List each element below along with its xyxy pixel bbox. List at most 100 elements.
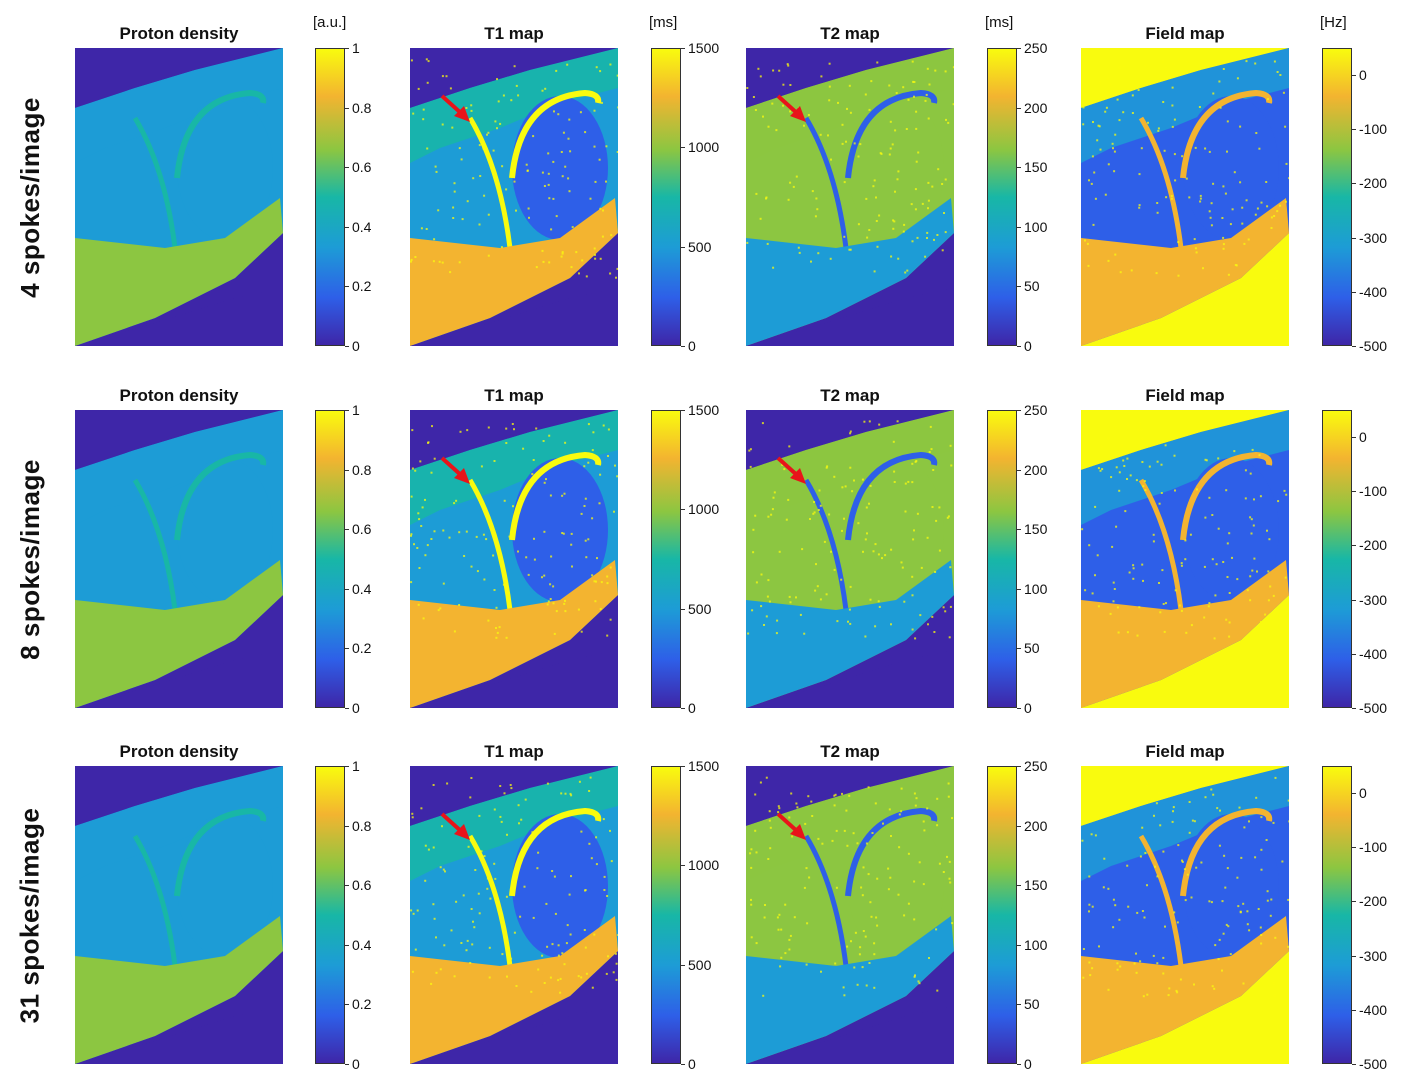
colorbar-tick-label: -500: [1359, 700, 1388, 716]
colorbar-tick-label: 0: [688, 1056, 696, 1072]
colorbar-tick-label: 100: [1024, 936, 1048, 953]
colorbar-tick-label: 0: [1024, 1056, 1032, 1072]
colorbar-tick-label: 1500: [688, 758, 720, 774]
colorbar-tickmark: [681, 865, 685, 867]
colorbar-tick-label: 50: [1024, 640, 1040, 657]
colorbar-tickmark: [1352, 237, 1356, 239]
colorbar-tick-label: 50: [1024, 996, 1040, 1013]
colorbar-tickmark: [345, 825, 349, 827]
colorbar-tickmark: [1017, 1064, 1021, 1065]
colorbar-tickmark: [1017, 825, 1021, 827]
colorbar-tick-label: 0: [1359, 784, 1367, 801]
colorbar-tickmark: [345, 529, 349, 531]
colorbar: [987, 766, 1017, 1064]
colorbar-tick-label: 1000: [688, 501, 720, 518]
colorbar-tick-label: -100: [1359, 839, 1388, 856]
pd-map-image: [75, 766, 283, 1064]
colorbar-tick-label: -400: [1359, 645, 1388, 662]
colorbar-tick-label: -300: [1359, 229, 1388, 246]
colorbar: [987, 48, 1017, 346]
colorbar-tick-label: 100: [1024, 580, 1048, 597]
colorbar-tick-label: 250: [1024, 40, 1048, 56]
colorbar-tickmark: [681, 964, 685, 966]
panel-title: Proton density: [119, 24, 239, 43]
colorbar-tickmark: [1017, 1004, 1021, 1006]
colorbar-tick-label: 500: [688, 600, 712, 617]
colorbar-tick-label: 50: [1024, 278, 1040, 295]
colorbar-tickmark: [681, 766, 685, 767]
colorbar-tickmark: [1017, 885, 1021, 887]
colorbar-tickmark: [345, 410, 349, 411]
colorbar-tickmark: [345, 286, 349, 288]
colorbar: [987, 410, 1017, 708]
colorbar-tick-label: -200: [1359, 537, 1388, 554]
colorbar: [1322, 766, 1352, 1064]
fm-map-image: [1081, 48, 1289, 346]
colorbar-tickmark: [1352, 491, 1356, 493]
colorbar-tick-label: 0: [1359, 428, 1367, 445]
colorbar-tick-label: 150: [1024, 877, 1048, 894]
colorbar: [315, 766, 345, 1064]
panel-title: T1 map: [484, 742, 544, 761]
colorbar-tickmark: [345, 346, 349, 347]
colorbar-tickmark: [1352, 955, 1356, 957]
colorbar-tickmark: [1352, 545, 1356, 547]
colorbar-tickmark: [681, 708, 685, 709]
pd-map-image: [75, 410, 283, 708]
colorbar-tick-label: 1000: [688, 857, 720, 874]
colorbar: [651, 410, 681, 708]
pd-map-image: [75, 48, 283, 346]
colorbar-tick-label: -100: [1359, 121, 1388, 138]
colorbar-tick-label: -500: [1359, 338, 1388, 354]
colorbar-tick-label: 1: [352, 758, 360, 774]
colorbar-tickmark: [1352, 183, 1356, 185]
colorbar-tick-label: -100: [1359, 483, 1388, 500]
colorbar-tickmark: [345, 167, 349, 169]
colorbar-tickmark: [681, 410, 685, 411]
colorbar-tickmark: [1017, 766, 1021, 767]
panel-title: T2 map: [820, 386, 880, 405]
panel-title: Field map: [1145, 24, 1225, 43]
colorbar: [651, 766, 681, 1064]
colorbar-unit: [ms]: [649, 14, 678, 31]
colorbar-tickmark: [1352, 708, 1356, 709]
colorbar-tick-label: 0.4: [352, 218, 372, 235]
colorbar-tickmark: [1352, 847, 1356, 849]
colorbar-tick-label: 0: [352, 1056, 360, 1072]
colorbar-tickmark: [1017, 346, 1021, 347]
colorbar-tick-label: 1500: [688, 40, 720, 56]
t1-map-image: [410, 766, 618, 1064]
t2-map-image: [746, 48, 954, 346]
fm-map-image: [1081, 766, 1289, 1064]
colorbar-tick-label: -400: [1359, 283, 1388, 300]
colorbar-tickmark: [681, 346, 685, 347]
colorbar-tick-label: 0: [1024, 338, 1032, 354]
colorbar-tick-label: -300: [1359, 947, 1388, 964]
colorbar-tickmark: [1352, 291, 1356, 293]
panel-title: Proton density: [119, 386, 239, 405]
colorbar-tick-label: 0: [1359, 66, 1367, 83]
colorbar-tick-label: -200: [1359, 893, 1388, 910]
red-arrow-icon: [776, 456, 806, 484]
panel-title: T2 map: [820, 742, 880, 761]
colorbar-tickmark: [345, 107, 349, 109]
fm-map-image: [1081, 410, 1289, 708]
colorbar-tick-label: 200: [1024, 99, 1048, 116]
colorbar-tick-label: 1: [352, 402, 360, 418]
colorbar-tick-label: 1500: [688, 402, 720, 418]
colorbar-tickmark: [1017, 944, 1021, 946]
row-label-text: 31 spokes/image: [14, 807, 45, 1023]
colorbar-tickmark: [1017, 167, 1021, 169]
panel-title: T2 map: [820, 24, 880, 43]
panel-title: Proton density: [119, 742, 239, 761]
colorbar-tickmark: [681, 509, 685, 511]
red-arrow-icon: [776, 94, 806, 122]
row-label-text: 8 spokes/image: [14, 458, 45, 660]
t2-map-image: [746, 766, 954, 1064]
colorbar-tick-label: 0.4: [352, 580, 372, 597]
panel-title: T1 map: [484, 24, 544, 43]
colorbar-tick-label: 0.6: [352, 877, 372, 894]
colorbar-tick-label: -500: [1359, 1056, 1388, 1072]
colorbar-tick-label: 1: [352, 40, 360, 56]
